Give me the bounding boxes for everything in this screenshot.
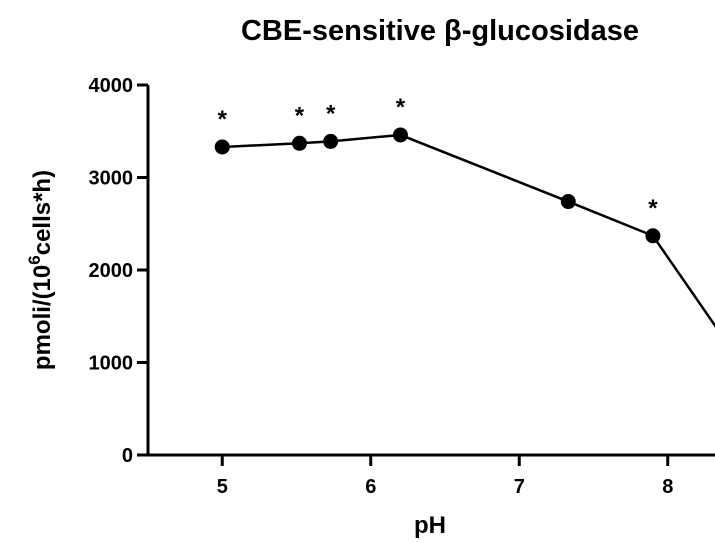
significance-label: * [648,195,658,222]
y-label-sup: 6 [25,255,44,264]
chart-title: CBE-sensitive β-glucosidase [241,15,639,47]
x-tick-label: 7 [514,476,525,498]
y-tick-label: 2000 [89,260,134,282]
data-point [392,127,408,143]
x-tick-label: 6 [365,476,376,498]
x-axis-label: pH [414,512,446,539]
y-axis-label: pmoli/(106cells*h) [25,170,56,370]
significance-label: * [218,106,228,133]
y-label-text: pmoli/(10 [29,265,56,370]
data-point [560,194,576,210]
data-point [214,139,230,155]
y-tick-label: 3000 [89,168,134,190]
x-tick-label: 8 [662,476,673,498]
significance-label: * [326,100,336,127]
data-point [323,133,339,149]
significance-label: * [396,94,406,121]
significance-label: * [295,102,305,129]
series-line [222,133,715,328]
y-tick-label: 1000 [89,353,134,375]
y-label-text: cells*h) [29,170,56,255]
y-tick-label: 0 [122,445,133,467]
data-point [645,228,661,244]
data-point [291,135,307,151]
y-tick-label: 4000 [89,75,134,97]
x-tick-label: 5 [217,476,228,498]
